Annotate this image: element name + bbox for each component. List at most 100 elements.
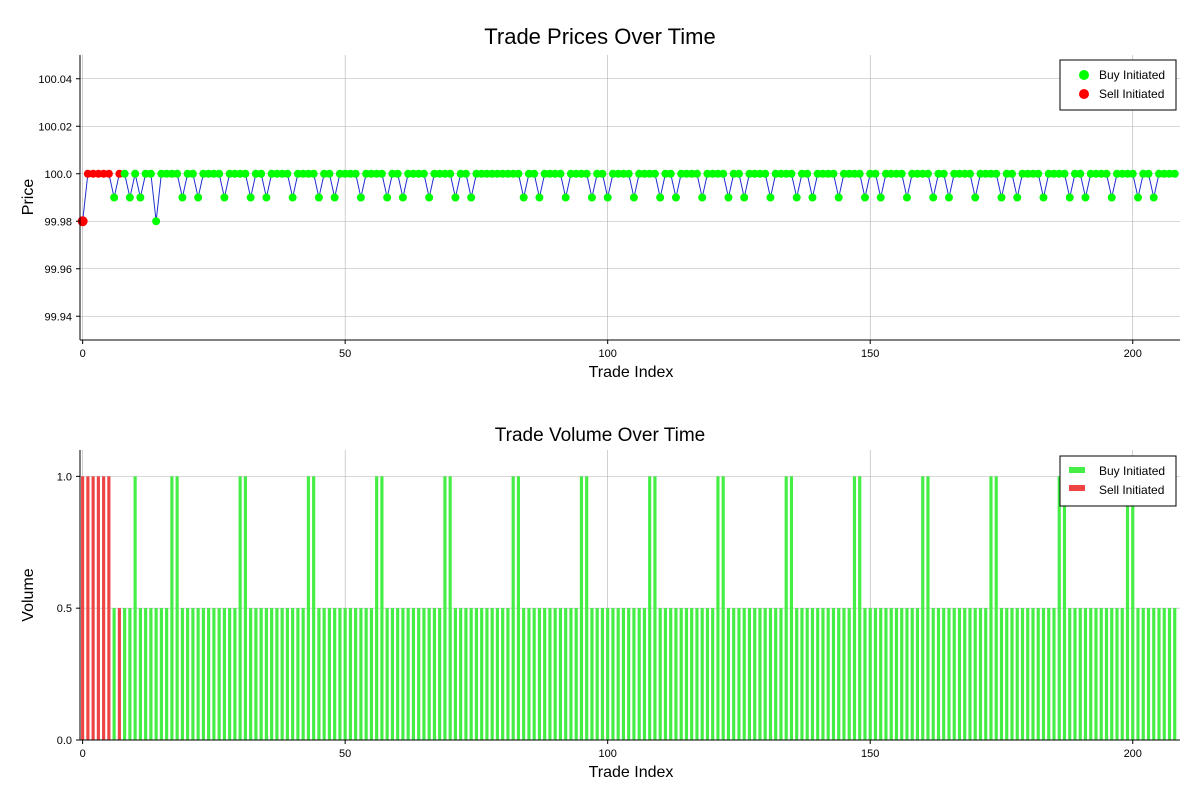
buy-price-point bbox=[1081, 193, 1090, 202]
buy-price-point bbox=[146, 169, 155, 178]
price-x-tick-label: 100 bbox=[599, 348, 617, 360]
buy-volume-bar bbox=[474, 608, 478, 740]
buy-volume-bar bbox=[348, 608, 352, 740]
buy-volume-bar bbox=[369, 608, 373, 740]
buy-price-point bbox=[871, 169, 880, 178]
buy-volume-bar bbox=[317, 608, 321, 740]
buy-volume-bar bbox=[259, 608, 263, 740]
buy-price-point bbox=[220, 193, 229, 202]
buy-price-point bbox=[262, 193, 271, 202]
buy-volume-bar bbox=[753, 608, 757, 740]
buy-price-point bbox=[656, 193, 665, 202]
price-chart-title: Trade Prices Over Time bbox=[484, 24, 715, 49]
buy-volume-bar bbox=[768, 608, 773, 740]
buy-price-point bbox=[624, 169, 633, 178]
buy-volume-bar bbox=[947, 608, 951, 740]
buy-volume-bar bbox=[637, 608, 641, 740]
buy-price-point bbox=[734, 169, 743, 178]
buy-volume-bar bbox=[354, 608, 358, 740]
buy-volume-bar bbox=[653, 476, 657, 740]
buy-volume-bar bbox=[931, 608, 935, 740]
buy-volume-bar bbox=[742, 608, 746, 740]
buy-price-point bbox=[446, 169, 455, 178]
buy-volume-bar bbox=[443, 476, 447, 740]
buy-price-point bbox=[131, 169, 140, 178]
volume-chart-title: Trade Volume Over Time bbox=[495, 425, 705, 446]
buy-volume-bar bbox=[1047, 608, 1051, 740]
buy-volume-bar bbox=[963, 608, 967, 740]
buy-price-point bbox=[1102, 169, 1111, 178]
volume-legend-buy-label: Buy Initiated bbox=[1099, 464, 1165, 478]
buy-volume-bar bbox=[590, 608, 594, 740]
volume-x-tick-label: 100 bbox=[599, 748, 617, 760]
buy-volume-bar bbox=[233, 608, 237, 740]
buy-volume-bar bbox=[333, 608, 337, 740]
buy-volume-bar bbox=[543, 608, 547, 740]
buy-volume-bar bbox=[1146, 608, 1151, 740]
buy-volume-bar bbox=[821, 608, 825, 740]
buy-volume-bar bbox=[1041, 608, 1046, 740]
price-chart: Trade Prices Over Time 0 50 100 150 200 99.94… bbox=[20, 24, 1180, 381]
buy-volume-bar bbox=[390, 608, 394, 740]
buy-price-point bbox=[897, 169, 906, 178]
buy-volume-bar bbox=[952, 608, 956, 740]
volume-y-tick-label: 1.0 bbox=[57, 471, 72, 483]
buy-price-point bbox=[173, 169, 182, 178]
volume-x-tick-label: 0 bbox=[80, 748, 86, 760]
buy-price-point bbox=[1039, 193, 1048, 202]
buy-price-point bbox=[241, 169, 250, 178]
buy-volume-bar bbox=[842, 608, 846, 740]
buy-price-point bbox=[719, 169, 728, 178]
buy-volume-bar bbox=[217, 608, 221, 740]
buy-volume-bar bbox=[663, 608, 668, 740]
buy-volume-bar bbox=[926, 476, 930, 740]
buy-price-point bbox=[188, 169, 197, 178]
buy-volume-bar bbox=[343, 608, 347, 740]
buy-volume-bar bbox=[973, 608, 977, 740]
buy-price-point bbox=[393, 169, 402, 178]
buy-volume-bar bbox=[679, 608, 683, 740]
price-y-tick-label: 100.0 bbox=[44, 169, 72, 181]
buy-volume-bar bbox=[779, 608, 783, 740]
buy-volume-bar bbox=[154, 608, 158, 740]
buy-price-point bbox=[351, 169, 360, 178]
price-legend-sell-label: Sell Initiated bbox=[1099, 87, 1164, 101]
buy-volume-bar bbox=[984, 608, 988, 740]
buy-volume-bar bbox=[1068, 608, 1072, 740]
buy-volume-bar bbox=[123, 608, 127, 740]
buy-volume-bar bbox=[1120, 608, 1124, 740]
buy-volume-bar bbox=[480, 608, 484, 740]
buy-price-point bbox=[257, 169, 266, 178]
buy-price-point bbox=[692, 169, 701, 178]
buy-volume-bar bbox=[511, 476, 515, 740]
buy-price-point bbox=[650, 169, 659, 178]
buy-price-point bbox=[876, 193, 885, 202]
buy-volume-bar bbox=[411, 608, 415, 740]
buy-price-point bbox=[461, 169, 470, 178]
buy-volume-bar bbox=[448, 476, 452, 740]
buy-volume-bar bbox=[863, 608, 867, 740]
buy-volume-bar bbox=[784, 476, 788, 740]
buy-volume-bar bbox=[847, 608, 851, 740]
sell-volume-bar bbox=[81, 476, 85, 740]
buy-volume-bar bbox=[627, 608, 631, 740]
buy-volume-bar bbox=[999, 608, 1004, 740]
buy-price-point bbox=[451, 193, 460, 202]
buy-volume-bar bbox=[774, 608, 778, 740]
price-x-tick-label: 50 bbox=[339, 348, 351, 360]
buy-volume-bar bbox=[196, 608, 200, 740]
buy-volume-bar bbox=[186, 608, 190, 740]
buy-volume-bar bbox=[306, 476, 310, 740]
buy-price-point bbox=[855, 169, 864, 178]
buy-price-point bbox=[1034, 169, 1043, 178]
price-x-tick-label: 0 bbox=[80, 348, 86, 360]
buy-volume-bar bbox=[711, 608, 715, 740]
buy-price-point bbox=[761, 169, 770, 178]
volume-x-axis-label: Trade Index bbox=[589, 764, 674, 781]
buy-volume-bar bbox=[464, 608, 468, 740]
buy-price-point bbox=[629, 193, 638, 202]
buy-volume-bar bbox=[1052, 608, 1056, 740]
buy-volume-bar bbox=[322, 608, 326, 740]
buy-volume-bar bbox=[1104, 608, 1109, 740]
sell-volume-bar bbox=[91, 476, 95, 740]
